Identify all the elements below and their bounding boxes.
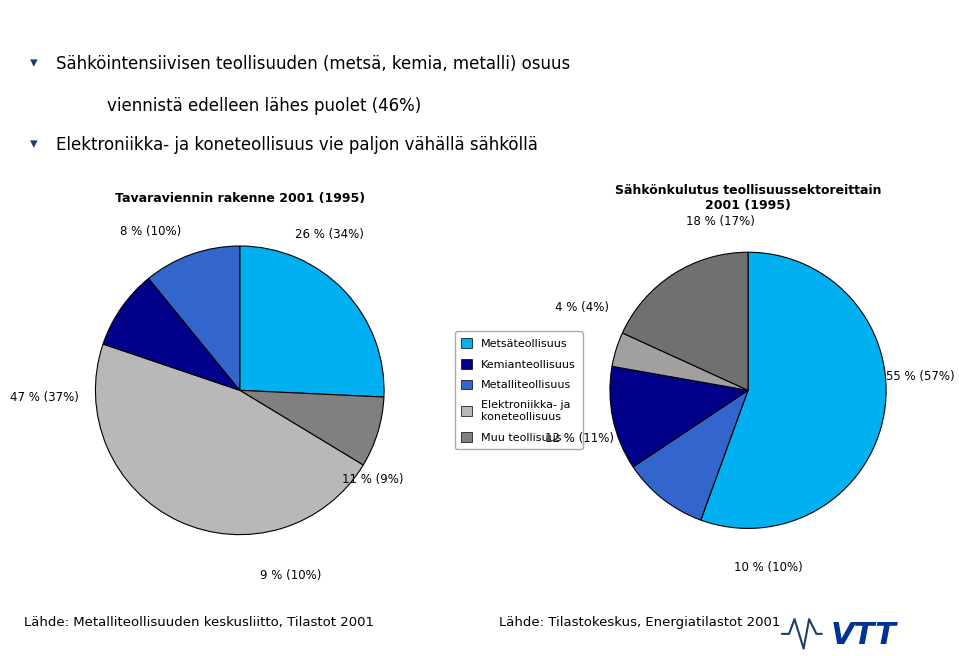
Wedge shape xyxy=(240,390,384,465)
Text: 55 % (57%): 55 % (57%) xyxy=(886,370,955,383)
Text: Lähde: Tilastokeskus, Energiatilastot 2001: Lähde: Tilastokeskus, Energiatilastot 20… xyxy=(499,616,780,629)
Text: 4 % (4%): 4 % (4%) xyxy=(555,301,609,314)
Wedge shape xyxy=(622,252,748,390)
Text: 12 % (11%): 12 % (11%) xyxy=(545,432,614,445)
Text: 11 % (9%): 11 % (9%) xyxy=(341,473,404,486)
Legend: Metsäteollisuus, Kemianteollisuus, Metalliteollisuus, Elektroniikka- ja
koneteol: Metsäteollisuus, Kemianteollisuus, Metal… xyxy=(455,331,583,449)
Text: 26 % (34%): 26 % (34%) xyxy=(294,228,363,241)
Text: 8 % (10%): 8 % (10%) xyxy=(120,225,181,238)
Text: ▾: ▾ xyxy=(31,55,37,70)
Text: Sähköintensiivisen teollisuuden (metsä, kemia, metalli) osuus: Sähköintensiivisen teollisuuden (metsä, … xyxy=(56,55,571,73)
Text: ▾: ▾ xyxy=(31,136,37,151)
Wedge shape xyxy=(149,246,240,390)
Text: 18 % (17%): 18 % (17%) xyxy=(686,215,755,228)
Text: VTT: VTT xyxy=(830,621,897,650)
Wedge shape xyxy=(240,246,384,397)
Text: VTT PROSESSIT: VTT PROSESSIT xyxy=(8,10,105,21)
Wedge shape xyxy=(96,344,363,535)
Text: 10 % (10%): 10 % (10%) xyxy=(735,561,803,573)
Text: 14: 14 xyxy=(929,9,945,22)
Title: Tavaraviennin rakenne 2001 (1995): Tavaraviennin rakenne 2001 (1995) xyxy=(115,192,364,205)
Wedge shape xyxy=(612,333,748,390)
Text: viennistä edelleen lähes puolet (46%): viennistä edelleen lähes puolet (46%) xyxy=(106,97,421,115)
Text: 9 % (10%): 9 % (10%) xyxy=(260,569,321,582)
Text: 47 % (37%): 47 % (37%) xyxy=(11,391,80,404)
Title: Sähkönkulutus teollisuussektoreittain
2001 (1995): Sähkönkulutus teollisuussektoreittain 20… xyxy=(615,184,881,213)
Wedge shape xyxy=(610,366,748,467)
Wedge shape xyxy=(103,279,240,390)
Wedge shape xyxy=(633,390,748,520)
Text: Lähde: Metalliteollisuuden keskusliitto, Tilastot 2001: Lähde: Metalliteollisuuden keskusliitto,… xyxy=(24,616,374,629)
Text: Elektroniikka- ja koneteollisuus vie paljon vähällä sähköllä: Elektroniikka- ja koneteollisuus vie pal… xyxy=(56,136,538,154)
Wedge shape xyxy=(701,252,886,529)
